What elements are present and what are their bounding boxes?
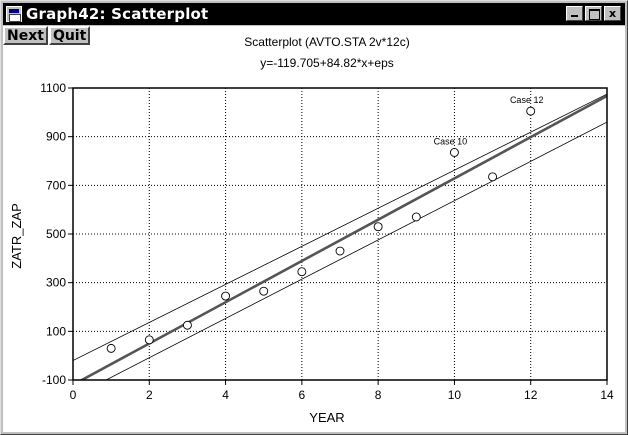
quit-button[interactable]: Quit [48, 26, 91, 45]
x-tick-label: 14 [600, 388, 614, 402]
data-point [182, 320, 192, 330]
scatterplot-chart: Scatterplot (AVTO.STA 2v*12c) y=-119.705… [9, 35, 614, 425]
data-point [297, 267, 307, 277]
close-button[interactable]: x [604, 6, 621, 21]
title-bar[interactable]: Graph42: Scatterplot x [3, 3, 625, 25]
y-tick-label: 300 [46, 276, 66, 290]
data-point [411, 212, 421, 222]
x-axis-ticks: 0 2 4 6 8 10 12 14 [70, 380, 614, 402]
data-point [488, 172, 498, 182]
regression-line [79, 94, 607, 380]
data-point [526, 106, 536, 116]
next-button[interactable]: Next [3, 26, 48, 45]
app-icon[interactable] [6, 6, 22, 22]
data-points: Case 10 Case 12 [106, 95, 544, 353]
minimize-button[interactable] [566, 6, 583, 21]
data-point [144, 335, 154, 345]
x-axis-label: YEAR [309, 410, 344, 425]
graph-canvas: Scatterplot (AVTO.STA 2v*12c) y=-119.705… [3, 26, 625, 432]
confidence-band [73, 93, 607, 380]
data-point [335, 246, 345, 256]
lower-confidence-line [105, 121, 607, 380]
window-controls: x [566, 6, 621, 21]
y-tick-label: 500 [46, 227, 66, 241]
window-title: Graph42: Scatterplot [26, 5, 209, 23]
upper-confidence-line [73, 93, 607, 361]
x-tick-label: 2 [146, 388, 153, 402]
toolbar: Next Quit [3, 26, 91, 45]
maximize-button[interactable] [585, 6, 602, 21]
regression-line-group [79, 94, 607, 380]
data-point [106, 343, 116, 353]
x-tick-label: 4 [222, 388, 229, 402]
data-point [449, 148, 459, 157]
data-point [221, 291, 231, 301]
x-tick-label: 0 [70, 388, 77, 402]
x-tick-label: 12 [524, 388, 538, 402]
point-label: Case 12 [510, 95, 544, 105]
y-tick-label: 1100 [40, 81, 66, 95]
grid [73, 88, 607, 380]
chart-title: Scatterplot (AVTO.STA 2v*12c) [244, 35, 409, 49]
chart-subtitle: y=-119.705+84.82*x+eps [260, 56, 394, 70]
x-tick-label: 6 [299, 388, 306, 402]
point-label: Case 10 [434, 136, 468, 146]
y-tick-label: 100 [46, 324, 66, 338]
y-tick-label: 900 [46, 130, 66, 144]
data-point [373, 222, 383, 232]
y-axis-ticks: -100 100 300 500 700 900 1100 [40, 81, 73, 387]
y-axis-label: ZATR_ZAP [9, 203, 24, 269]
x-tick-label: 8 [375, 388, 382, 402]
y-tick-label: -100 [42, 373, 66, 387]
x-tick-label: 10 [448, 388, 462, 402]
y-tick-label: 700 [46, 178, 66, 192]
data-point [259, 286, 269, 296]
